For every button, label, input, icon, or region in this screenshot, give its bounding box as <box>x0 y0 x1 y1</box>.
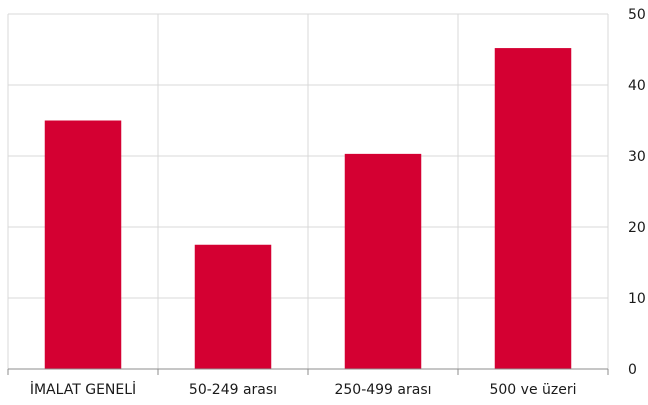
x-category-label: 50-249 arası <box>189 382 277 398</box>
x-category-label: 250-499 arası <box>334 382 431 398</box>
axis-layer <box>7 368 609 375</box>
bars-layer <box>44 48 572 370</box>
bar <box>494 48 572 370</box>
y-tick-label: 10 <box>628 291 646 307</box>
y-tick-label: 20 <box>628 220 646 236</box>
y-tick-label: 50 <box>628 7 646 23</box>
x-category-label: 500 ve üzeri <box>489 382 576 398</box>
bar <box>344 153 422 369</box>
x-category-label: İMALAT GENELİ <box>30 380 136 398</box>
bar <box>44 120 122 369</box>
labels-layer: 0 10 20 30 40 50 İMALAT GENELİ 50-249 arası 250-… <box>30 7 646 398</box>
y-tick-label: 30 <box>628 149 646 165</box>
y-tick-label: 0 <box>628 362 637 378</box>
bar <box>194 244 272 369</box>
y-tick-label: 40 <box>628 78 646 94</box>
